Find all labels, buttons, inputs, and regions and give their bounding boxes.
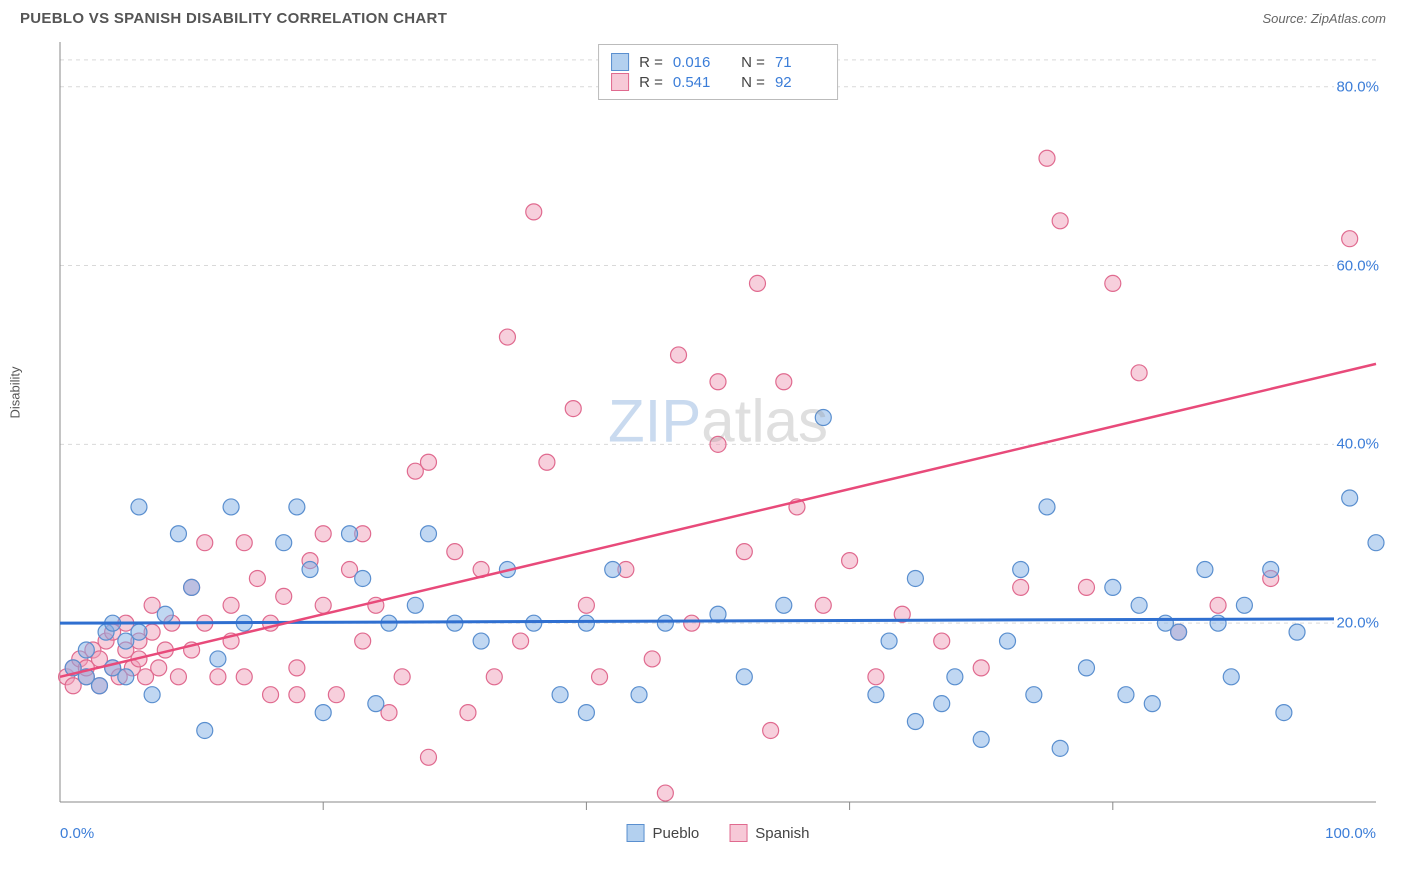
stats-row: R = 0.016 N = 71 <box>611 53 825 71</box>
y-tick-label: 60.0% <box>1334 257 1381 274</box>
r-value: 0.016 <box>673 54 723 71</box>
legend-swatch <box>611 73 629 91</box>
y-tick-label: 80.0% <box>1334 78 1381 95</box>
scatter-plot <box>50 32 1386 842</box>
legend-item: Spanish <box>729 824 809 842</box>
x-axis-min: 0.0% <box>60 825 94 842</box>
stats-row: R = 0.541 N = 92 <box>611 73 825 91</box>
legend-item: Pueblo <box>627 824 700 842</box>
legend-label: Spanish <box>755 825 809 842</box>
x-axis-max: 100.0% <box>1325 825 1376 842</box>
n-value: 71 <box>775 54 825 71</box>
source-attribution: Source: ZipAtlas.com <box>1262 11 1386 26</box>
y-tick-label: 40.0% <box>1334 436 1381 453</box>
y-axis-label: Disability <box>8 366 23 418</box>
stats-legend-box: R = 0.016 N = 71 R = 0.541 N = 92 <box>598 44 838 100</box>
n-value: 92 <box>775 74 825 91</box>
legend-swatch <box>729 824 747 842</box>
y-tick-label: 20.0% <box>1334 615 1381 632</box>
r-value: 0.541 <box>673 74 723 91</box>
legend-swatch <box>627 824 645 842</box>
bottom-legend: Pueblo Spanish <box>627 824 810 842</box>
legend-label: Pueblo <box>653 825 700 842</box>
chart-title: PUEBLO VS SPANISH DISABILITY CORRELATION… <box>20 10 447 27</box>
legend-swatch <box>611 53 629 71</box>
